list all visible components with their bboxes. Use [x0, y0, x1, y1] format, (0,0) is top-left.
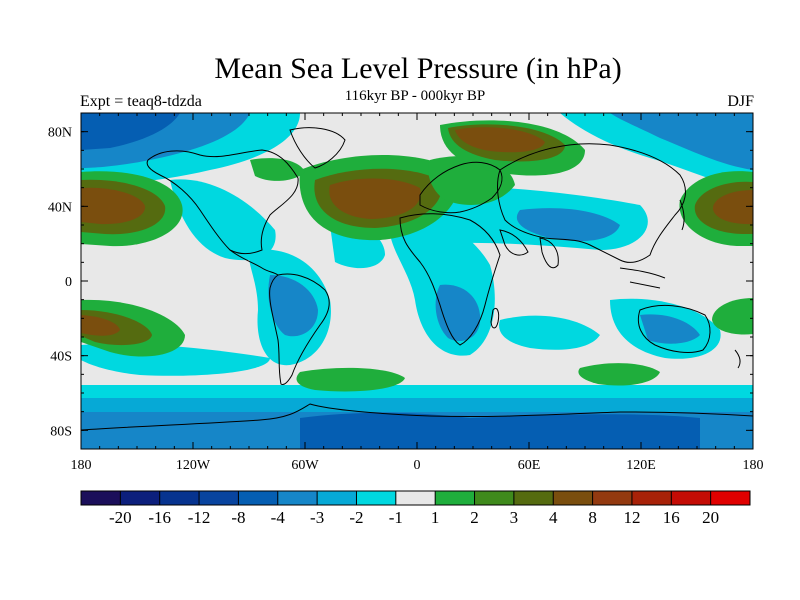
lat-tick-label: 40N: [48, 200, 72, 215]
colorbar-level-label: -3: [310, 508, 324, 527]
field-south-indian-high: [578, 363, 660, 386]
lon-tick-label: 60W: [291, 458, 319, 473]
colorbar-swatch: [474, 491, 515, 505]
axis-tick-labels: 180 120W 60W 0 60E 120E 180 80N 40N 0 40S 80S: [48, 126, 764, 473]
colorbar-level-label: 3: [510, 508, 519, 527]
field-north-pacific-high-w-core: [81, 187, 146, 225]
map-title: Mean Sea Level Pressure (in hPa): [214, 52, 622, 85]
field-arctic-west-core: [81, 113, 180, 150]
colorbar-swatch: [710, 491, 751, 505]
colorbar-level-label: 20: [702, 508, 719, 527]
field-indian-ocean: [499, 315, 600, 350]
coast-australia: [637, 305, 711, 353]
coast-indonesia: [619, 267, 666, 289]
field-greenland-high: [250, 158, 305, 181]
coast-arabia: [499, 229, 529, 256]
colorbar-level-label: -4: [271, 508, 286, 527]
coastlines: [81, 127, 753, 431]
colorbar-swatch: [631, 491, 672, 505]
colorbar-swatch: [553, 491, 593, 505]
colorbar: [81, 491, 751, 505]
field-south-atlantic-high: [296, 367, 405, 392]
colorbar-swatch: [356, 491, 397, 505]
coast-india: [539, 237, 559, 269]
colorbar-swatch: [238, 491, 279, 505]
coast-antarctica: [81, 403, 753, 431]
coast-greenland: [289, 127, 346, 169]
field-southern-africa-deep: [435, 284, 481, 342]
field-north-america: [170, 179, 276, 261]
lon-tick-label: 180: [743, 458, 764, 473]
field-australia-deep: [640, 314, 700, 344]
colorbar-level-label: 1: [431, 508, 440, 527]
lon-tick-label: 60E: [518, 458, 541, 473]
coast-madagascar: [490, 307, 500, 329]
colorbar-level-label: -20: [109, 508, 132, 527]
field-north-atlantic-high-core: [329, 178, 421, 219]
coast-europe: [419, 161, 503, 214]
lat-tick-label: 0: [65, 275, 72, 290]
map-subtitle: 116kyr BP - 000kyr BP: [344, 88, 486, 104]
lon-tick-label: 120E: [626, 458, 656, 473]
coast-central-america: [229, 249, 279, 276]
colorbar-swatch: [592, 491, 633, 505]
pressure-field: [81, 113, 753, 449]
lat-tick-label: 80S: [50, 424, 72, 439]
colorbar-level-label: -12: [188, 508, 211, 527]
field-asia-deep: [516, 208, 620, 242]
colorbar-labels: -20 -16 -12 -8 -4 -3 -2 -1 1 2 3 4 8 12 16 20: [109, 508, 719, 527]
lon-tick-label: 0: [414, 458, 421, 473]
colorbar-level-label: 4: [549, 508, 558, 527]
colorbar-swatch: [277, 491, 318, 505]
season-label: DJF: [727, 93, 754, 110]
field-east-south-high: [712, 298, 753, 335]
colorbar-swatch: [317, 491, 357, 505]
colorbar-swatch: [199, 491, 239, 505]
colorbar-swatch: [159, 491, 200, 505]
coast-new-zealand: [734, 349, 741, 369]
colorbar-frame: [80, 490, 751, 506]
lat-tick-label: 80N: [48, 126, 72, 141]
axis-ticks: [80, 112, 754, 450]
coast-south-america: [269, 273, 330, 385]
lon-tick-label: 180: [71, 458, 92, 473]
field-south-pacific-high-core: [81, 315, 120, 336]
field-south-america-deep: [268, 275, 318, 337]
colorbar-swatch: [395, 491, 436, 505]
colorbar-swatch: [513, 491, 554, 505]
colorbar-level-label: 8: [588, 508, 597, 527]
lon-tick-label: 120W: [176, 458, 211, 473]
colorbar-level-label: -2: [349, 508, 363, 527]
colorbar-level-label: -8: [231, 508, 245, 527]
colorbar-level-label: -16: [148, 508, 171, 527]
field-arctic-high-core: [455, 127, 545, 153]
field-arctic-east-deep: [610, 113, 753, 170]
colorbar-swatch: [435, 491, 475, 505]
coast-north-america: [146, 149, 299, 255]
colorbar-level-label: 16: [663, 508, 680, 527]
coast-asia: [497, 143, 686, 263]
colorbar-level-label: -1: [389, 508, 403, 527]
field-north-pacific-high-e-core: [712, 190, 753, 225]
colorbar-level-label: 2: [470, 508, 479, 527]
coast-africa: [399, 213, 501, 346]
colorbar-swatch: [81, 491, 121, 505]
colorbar-swatch: [120, 491, 161, 505]
experiment-label: Expt = teaq8-tdzda: [80, 93, 202, 110]
coast-japan: [679, 199, 685, 231]
colorbar-swatch: [671, 491, 711, 505]
lat-tick-label: 40S: [50, 350, 72, 365]
field-antarctic-core: [300, 412, 700, 449]
colorbar-level-label: 12: [623, 508, 640, 527]
